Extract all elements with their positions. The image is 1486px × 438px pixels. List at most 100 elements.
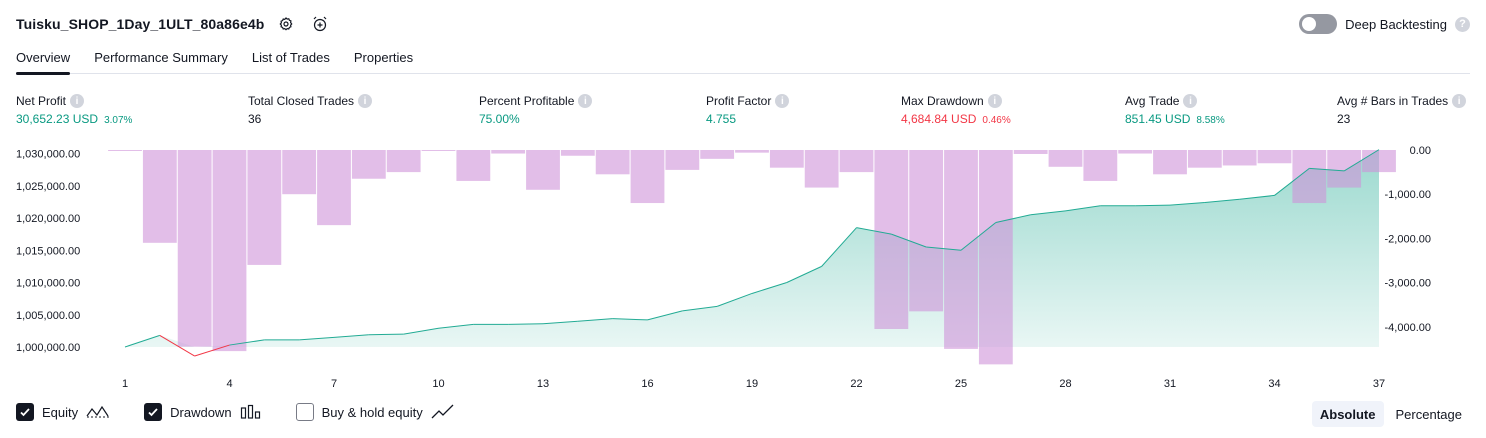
info-icon[interactable]: i [358, 94, 373, 108]
tab-list-of-trades[interactable]: List of Trades [251, 50, 330, 65]
gear-icon[interactable] [274, 12, 298, 36]
metric-value: 75.00% [479, 112, 520, 126]
equity-line-segment [333, 334, 369, 338]
equity-checkbox[interactable] [16, 403, 34, 421]
x-axis-tick-label: 37 [1373, 378, 1385, 390]
left-axis-tick-label: 1,020,000.00 [16, 213, 80, 225]
absolute-button[interactable]: Absolute [1311, 401, 1384, 427]
x-axis: 1 4 7 10 13 16 19 22 25 28 31 34 37 [122, 378, 1385, 390]
x-axis-tick-label: 22 [850, 378, 862, 390]
equity-line-segment [821, 227, 857, 267]
info-icon[interactable]: i [70, 94, 85, 108]
tab-overview[interactable]: Overview [16, 46, 71, 75]
drawdown-bar [1292, 150, 1327, 204]
x-axis-tick-label: 34 [1268, 378, 1280, 390]
drawdown-bar [735, 150, 769, 153]
legend-buy-hold[interactable]: Buy & hold equity [295, 403, 455, 421]
drawdown-bar [526, 150, 560, 190]
info-icon[interactable]: i [1452, 94, 1467, 108]
equity-line [124, 149, 1380, 357]
equity-line-segment [926, 246, 962, 251]
drawdown-bar [839, 150, 874, 173]
equity-line-icon [86, 404, 110, 420]
equity-line-segment [1135, 204, 1171, 207]
equity-line-segment [891, 233, 927, 248]
drawdown-bars-icon [240, 404, 262, 420]
info-icon[interactable]: i [1183, 94, 1198, 108]
drawdown-bar [351, 150, 386, 179]
equity-line-segment [1309, 167, 1345, 172]
drawdown-bar [1118, 150, 1153, 154]
legend-drawdown[interactable]: Drawdown [144, 403, 261, 421]
equity-line-segment [1065, 205, 1101, 212]
left-axis-tick-label: 1,030,000.00 [16, 149, 80, 161]
tab-bar: Overview Performance Summary List of Tra… [16, 46, 1470, 75]
drawdown-bar [491, 150, 526, 154]
chart-legend: Equity Drawdown Buy & hold equity [16, 403, 489, 421]
equity-line-segment [1204, 198, 1240, 204]
tab-properties[interactable]: Properties [353, 50, 414, 65]
right-axis: 0.00 -1,000.00 -2,000.00 -3,000.00 -4,000.00 [1385, 145, 1431, 334]
equity-line-segment [159, 334, 195, 357]
tab-performance-summary[interactable]: Performance Summary [94, 50, 228, 65]
equity-line-segment [1030, 210, 1066, 216]
right-axis-tick-label: -1,000.00 [1385, 189, 1431, 201]
drawdown-bar [1083, 150, 1118, 181]
help-icon[interactable]: ? [1455, 16, 1470, 32]
equity-line-segment [194, 344, 230, 357]
drawdown-bar [1222, 150, 1257, 166]
drawdown-bar [665, 150, 700, 170]
legend-label: Drawdown [170, 404, 232, 420]
right-axis-tick-label: -3,000.00 [1385, 278, 1431, 290]
drawdown-bar [1187, 150, 1222, 168]
deep-backtesting-toggle[interactable] [1299, 14, 1338, 34]
equity-area-fill [125, 149, 1379, 347]
equity-line-segment [577, 318, 613, 322]
drawdown-bar [177, 150, 212, 347]
left-axis-tick-label: 1,010,000.00 [16, 278, 80, 290]
drawdown-bar [769, 150, 804, 168]
deep-backtesting-label: Deep Backtesting [1345, 16, 1447, 32]
drawdown-checkbox[interactable] [144, 403, 163, 421]
drawdown-bars [108, 150, 1396, 365]
info-icon[interactable]: i [775, 94, 790, 108]
equity-line-segment [856, 227, 892, 235]
equity-drawdown-chart[interactable]: 1,030,000.00 1,025,000.00 1,020,000.00 1,01… [0, 140, 1486, 396]
metric-percent: 8.58% [1196, 115, 1225, 126]
metric-label: Percent Profitable [479, 94, 575, 108]
info-icon[interactable]: i [578, 94, 593, 108]
legend-equity[interactable]: Equity [16, 403, 110, 421]
drawdown-bar [212, 150, 247, 352]
buy-hold-checkbox[interactable] [295, 403, 314, 421]
drawdown-bar [1327, 150, 1362, 188]
equity-line-segment [1239, 194, 1275, 200]
drawdown-bar [909, 150, 944, 312]
metric-value: 30,652.23 USD [16, 112, 99, 126]
drawdown-bar [1362, 150, 1396, 173]
x-axis-tick-label: 4 [226, 378, 232, 390]
equity-line-segment [682, 305, 718, 312]
equity-line-segment [960, 222, 997, 251]
strategy-header: Tuisku_SHOP_1Day_1ULT_80a86e4b [16, 12, 332, 36]
scale-mode-switch: Absolute Percentage [1311, 401, 1470, 427]
drawdown-bar [317, 150, 351, 226]
metric-value: 36 [248, 112, 262, 126]
drawdown-bar [595, 150, 630, 175]
drawdown-bar [804, 150, 839, 188]
equity-line-segment [1169, 202, 1205, 206]
percentage-button[interactable]: Percentage [1395, 406, 1463, 422]
x-axis-tick-label: 25 [955, 378, 967, 390]
alarm-clock-plus-icon[interactable] [308, 12, 332, 36]
drawdown-bar [1257, 150, 1292, 164]
metric-value: 851.45 USD [1125, 112, 1191, 126]
equity-line-segment [716, 292, 753, 307]
legend-label: Equity [42, 404, 79, 420]
metric-percent: 3.07% [104, 115, 133, 126]
metric-percent: 0.46% [982, 115, 1011, 126]
info-icon[interactable]: i [987, 94, 1002, 108]
equity-line-segment [1343, 149, 1380, 172]
equity-area [125, 149, 1379, 347]
drawdown-bar [108, 150, 142, 151]
drawdown-bar [874, 150, 909, 330]
equity-line-segment [403, 327, 439, 335]
